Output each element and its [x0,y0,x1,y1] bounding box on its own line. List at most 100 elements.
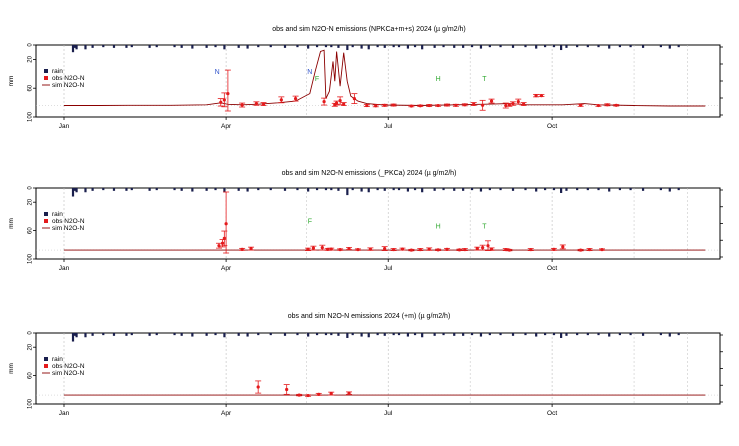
obs-point [317,392,321,396]
rain-bar [246,333,249,337]
rain-bar [524,45,527,48]
rain-bar [307,188,310,192]
legend-rain-swatch [44,212,48,216]
rain-bar [360,333,363,337]
obs-point [254,101,258,106]
rain-axis-label: mm [8,76,15,87]
rain-bar [677,333,680,336]
rain-bar [413,188,417,191]
obs-point [383,247,387,251]
rain-bar [296,333,299,336]
obs-point [261,102,266,106]
rain-bar [269,45,272,48]
rain-bar [641,45,645,48]
rain-bar [337,188,340,191]
obs-point [481,246,485,250]
rain-bar [442,333,445,336]
obs-point [529,247,533,252]
rain-bar [608,333,611,337]
rain-bar [324,333,328,336]
obs-point [329,247,333,251]
rain-y-tick-label: 0 [28,186,34,190]
rain-bar [677,45,680,48]
rain-bar [214,333,217,336]
rain-bar [223,188,226,193]
rain-bar [75,45,78,50]
rain-y-tick-label: 20 [28,343,34,350]
rain-bar [91,188,94,191]
rain-y-tick-label: 60 [28,227,34,234]
event-marker: F [315,76,319,83]
rain-bar [618,333,622,336]
rain-bar [180,333,183,336]
rain-bar [560,188,563,193]
rain-bar [499,333,502,336]
rain-bar [84,188,87,193]
obs-point [516,99,520,104]
rain-bar [629,333,632,336]
rain-y-tick-label: 0 [28,43,34,47]
obs-point [614,103,618,107]
rain-bar [608,45,611,49]
rain-bar [659,188,662,191]
rain-y-tick-label: 100 [28,111,34,122]
rain-bar [360,188,363,192]
obs-point [457,248,462,252]
rain-bar [392,45,395,48]
rain-bar [148,333,151,336]
rain-bar [376,45,379,48]
obs-point [334,101,339,105]
rain-bar [283,188,287,191]
rain-bar [367,188,370,193]
obs-point [454,103,458,107]
obs-point [356,247,360,252]
rain-bar [214,45,217,48]
rain-bar [84,45,87,50]
rain-bar [112,333,116,336]
obs-point [579,103,583,107]
rain-bar [125,188,128,191]
obs-point [368,247,373,251]
rain-bar [315,188,319,191]
event-marker: N [215,69,220,76]
rain-bar [618,45,622,48]
rain-axis-label: mm [8,218,15,229]
rain-bar [112,45,116,48]
rain-bar [180,45,183,48]
rain-bar [560,333,563,338]
rain-bar [71,333,75,342]
rain-bar [586,188,589,191]
obs-point [511,101,515,106]
obs-point [320,246,324,250]
rain-bar [330,333,333,336]
rain-bar [173,333,176,336]
legend-rain-swatch [44,357,48,361]
rain-bar [641,333,645,336]
rain-bar [237,45,240,48]
rain-bar [330,188,333,191]
obs-point [472,102,476,106]
obs-point [322,99,326,104]
event-marker: T [482,224,487,231]
rain-bar [246,188,249,192]
rain-bar [130,45,133,48]
obs-point [445,247,449,251]
chart-panel-1: obs and sim N2O-N emissions (NPKCa+m+s) … [8,26,723,130]
rain-bar [406,333,410,337]
rain-bar [75,188,78,193]
rain-bar [421,333,424,338]
plot-frame [35,187,721,260]
obs-point [489,247,494,251]
rain-bar [560,45,563,51]
rain-y-tick-label: 20 [28,55,34,62]
rain-bar [315,45,319,48]
rain-bar [324,188,328,191]
rain-bar [479,45,483,49]
rain-bar [337,333,340,336]
rain-bar [84,333,87,338]
rain-bar [223,333,226,338]
legend-obs-swatch [44,364,48,368]
rain-bar [413,333,417,336]
obs-point [507,248,511,252]
rain-bar [453,45,456,48]
